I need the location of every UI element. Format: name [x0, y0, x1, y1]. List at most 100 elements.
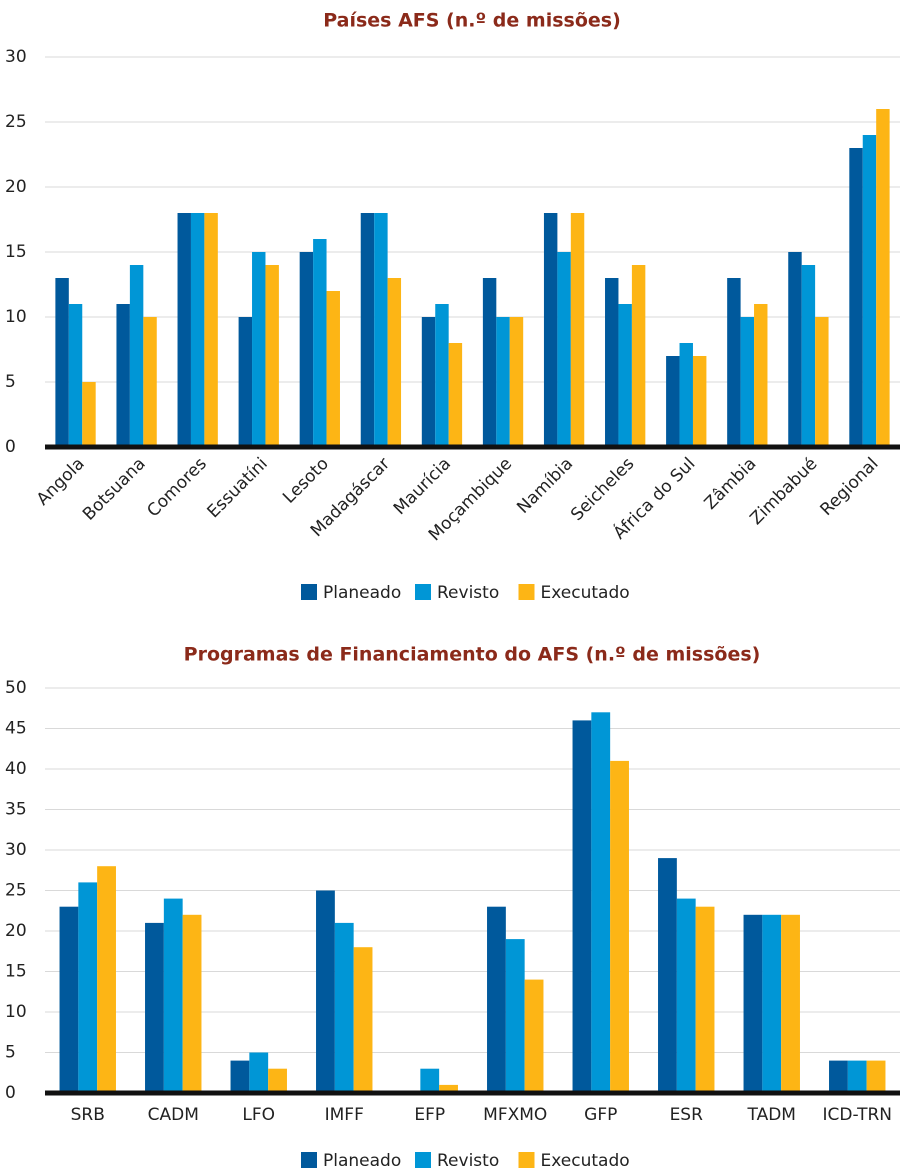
legend-label: Revisto	[437, 583, 499, 603]
bar	[252, 252, 266, 447]
bar	[801, 265, 816, 447]
bar	[487, 906, 506, 1093]
bar	[505, 939, 525, 1093]
bar	[439, 1084, 458, 1093]
y-tick-label: 25	[5, 881, 27, 901]
bar	[68, 304, 83, 447]
bar	[129, 265, 144, 447]
y-tick-label: 15	[5, 242, 27, 262]
y-tick-label: 25	[5, 112, 27, 132]
bar	[268, 1068, 287, 1093]
bar	[572, 720, 592, 1093]
legend-swatch	[301, 1152, 317, 1168]
bar	[695, 906, 715, 1093]
y-tick-label: 50	[5, 678, 27, 698]
x-tick-label: ICD-TRN	[823, 1105, 892, 1125]
bar	[265, 265, 279, 447]
bar	[204, 213, 218, 447]
bar	[509, 317, 524, 447]
x-tick-label: ESR	[670, 1105, 704, 1125]
bar	[316, 890, 335, 1093]
bar	[190, 213, 205, 447]
bar	[847, 1060, 867, 1093]
legend-swatch	[415, 1152, 431, 1168]
bar	[692, 356, 707, 447]
bar	[815, 317, 829, 447]
bar	[658, 858, 677, 1093]
x-tick-label: Essuatíni	[204, 454, 272, 522]
bar	[679, 343, 693, 447]
bar	[849, 148, 863, 447]
y-tick-label: 10	[5, 1002, 27, 1022]
bar	[762, 914, 782, 1093]
bar	[334, 922, 354, 1093]
x-tick-label: Botsuana	[79, 454, 150, 525]
x-tick-label: CADM	[148, 1105, 199, 1125]
bar	[631, 265, 646, 447]
bar	[496, 317, 510, 447]
y-tick-label: 30	[5, 840, 27, 860]
bar	[727, 278, 741, 447]
bar	[676, 898, 696, 1093]
bar	[55, 278, 69, 447]
bar	[78, 882, 98, 1093]
x-tick-label: Regional	[817, 454, 883, 520]
bar	[740, 317, 755, 447]
bar	[163, 898, 183, 1093]
bar	[143, 317, 157, 447]
bar	[116, 304, 130, 447]
bar	[666, 356, 680, 447]
bar	[249, 1052, 269, 1093]
bar	[82, 382, 96, 447]
bar	[313, 239, 327, 447]
x-tick-label: LFO	[242, 1105, 275, 1125]
bar	[781, 914, 800, 1093]
y-tick-label: 0	[5, 437, 16, 457]
legend-swatch	[518, 1152, 535, 1168]
bar	[238, 317, 253, 447]
bar	[97, 866, 116, 1093]
legend-label: Executado	[541, 583, 630, 603]
bar	[177, 213, 191, 447]
bar	[360, 213, 375, 447]
bar	[570, 213, 585, 447]
x-tick-label: Zimbabué	[746, 454, 821, 529]
y-tick-label: 35	[5, 800, 27, 820]
chart-title: Programas de Financiamento do AFS (n.º d…	[184, 644, 761, 666]
chart-title: Países AFS (n.º de missões)	[323, 10, 621, 32]
bar	[862, 135, 877, 447]
x-tick-label: Lesoto	[279, 454, 333, 508]
bar	[374, 213, 388, 447]
legend-label: Planeado	[323, 1151, 401, 1168]
y-tick-label: 10	[5, 307, 27, 327]
y-tick-label: 15	[5, 962, 27, 982]
bar	[543, 213, 558, 447]
bar	[866, 1060, 886, 1093]
x-tick-label: Angola	[33, 454, 89, 510]
y-tick-label: 5	[5, 1043, 16, 1063]
bar	[230, 1060, 250, 1093]
legend-swatch	[518, 584, 535, 600]
bar	[145, 922, 164, 1093]
bar	[754, 304, 768, 447]
bar	[610, 760, 629, 1093]
bar	[326, 291, 340, 447]
y-tick-label: 30	[5, 47, 27, 67]
y-tick-label: 0	[5, 1083, 16, 1103]
bar	[182, 914, 202, 1093]
x-tick-label: SRB	[71, 1105, 105, 1125]
bar	[743, 914, 763, 1093]
x-tick-label: MFXMO	[483, 1105, 547, 1125]
bar	[421, 317, 436, 447]
legend-swatch	[415, 584, 431, 600]
bar	[829, 1060, 848, 1093]
legend-label: Revisto	[437, 1151, 499, 1168]
bar	[482, 278, 497, 447]
legend-swatch	[301, 584, 317, 600]
x-tick-label: TADM	[747, 1105, 796, 1125]
bar	[524, 979, 544, 1093]
legend-label: Executado	[541, 1151, 630, 1168]
bar	[591, 712, 611, 1093]
bar	[353, 947, 373, 1093]
